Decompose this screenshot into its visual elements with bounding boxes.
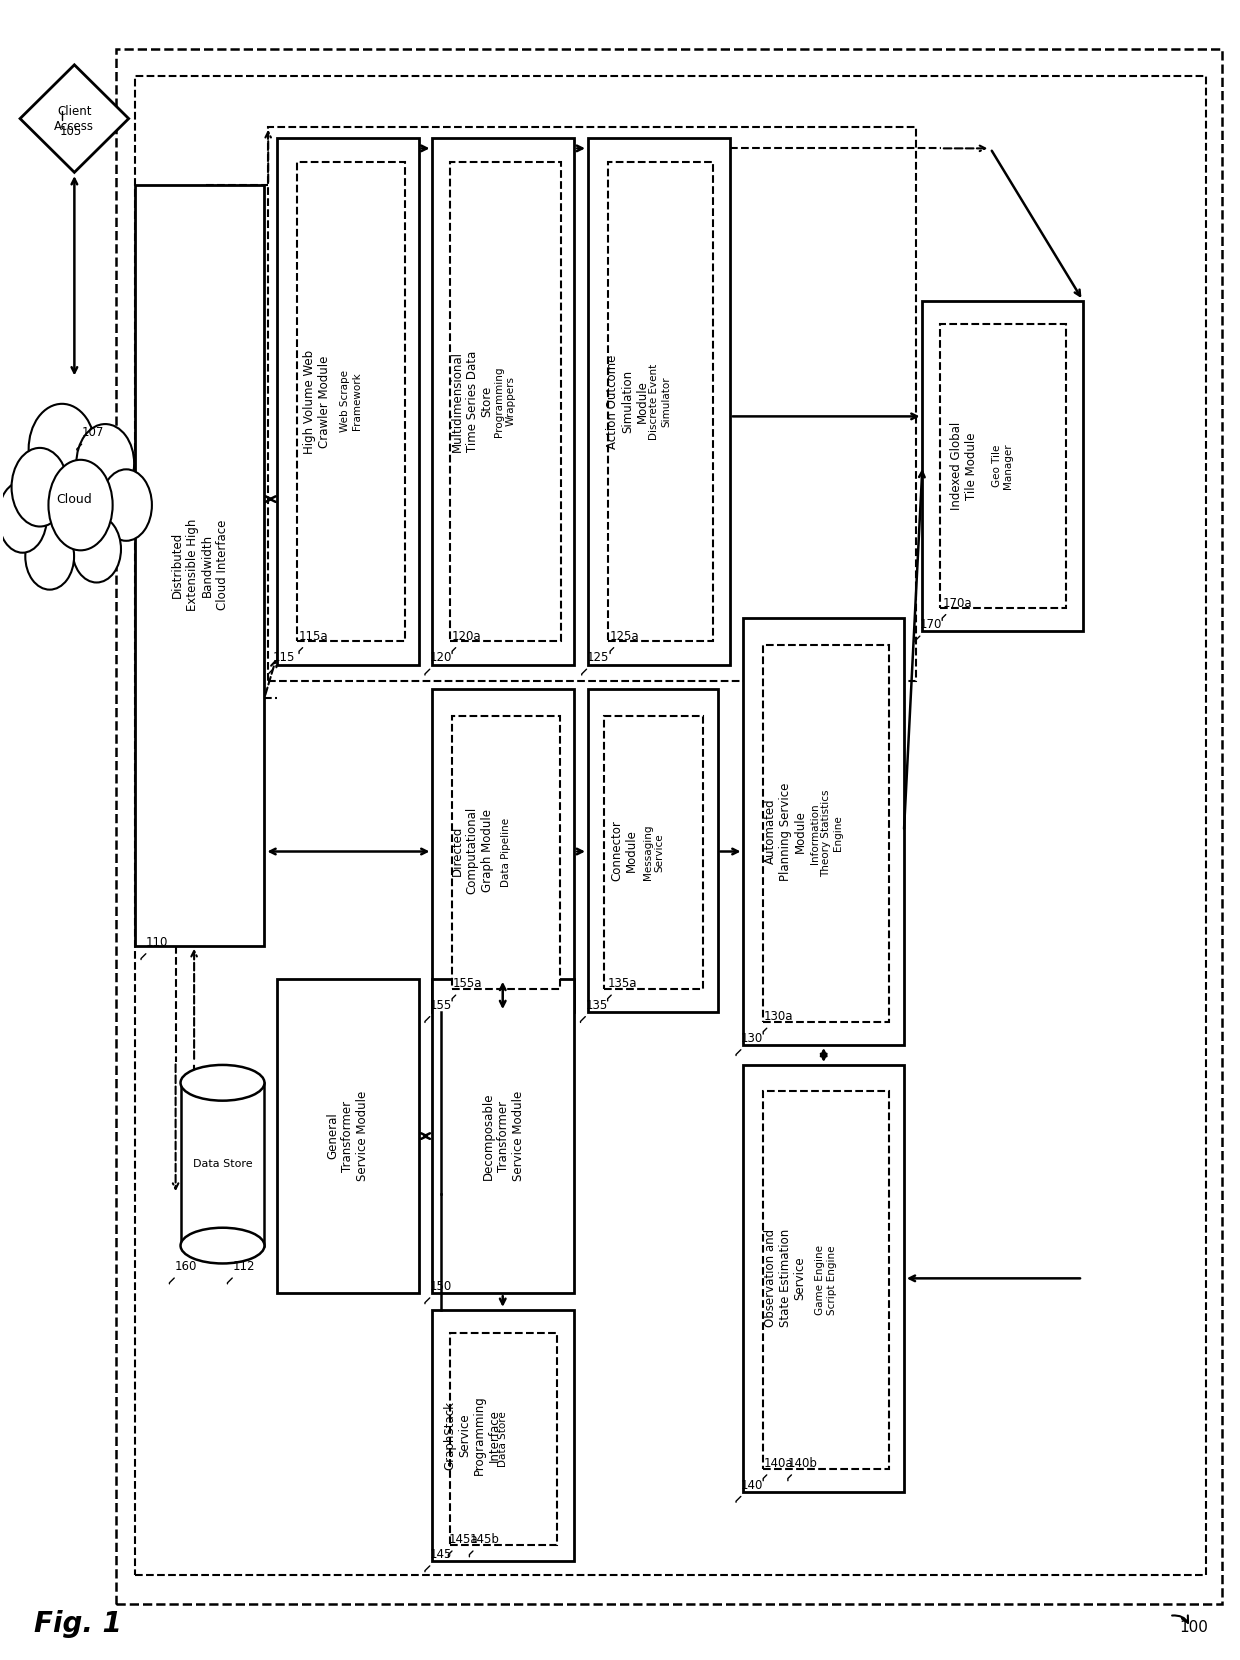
- Text: Client
Access: Client Access: [55, 105, 94, 133]
- Text: 107: 107: [77, 427, 104, 450]
- Bar: [117, 50, 1223, 1604]
- Bar: [604, 715, 703, 989]
- Text: 145b: 145b: [469, 1534, 500, 1557]
- Text: Messaging
Service: Messaging Service: [642, 825, 665, 880]
- Text: 125: 125: [582, 651, 609, 676]
- Text: 140a: 140a: [763, 1457, 792, 1481]
- Ellipse shape: [48, 460, 113, 551]
- Bar: [744, 1066, 904, 1492]
- Bar: [763, 644, 889, 1023]
- Bar: [181, 1082, 264, 1245]
- Text: Distributed
Extensible High
Bandwidth
Cloud Interface: Distributed Extensible High Bandwidth Cl…: [171, 520, 228, 611]
- Text: Data Store: Data Store: [192, 1159, 252, 1169]
- Text: Geo Tile
Manager: Geo Tile Manager: [992, 443, 1013, 488]
- Text: Observation and
State Estimation
Service: Observation and State Estimation Service: [764, 1228, 807, 1328]
- Polygon shape: [20, 65, 129, 173]
- Text: 130: 130: [737, 1033, 763, 1056]
- Text: 170a: 170a: [942, 598, 972, 621]
- Text: 150: 150: [425, 1280, 453, 1303]
- Bar: [268, 126, 916, 681]
- Text: 160: 160: [170, 1260, 197, 1283]
- Text: Indexed Global
Tile Module: Indexed Global Tile Module: [950, 422, 978, 510]
- Text: 120a: 120a: [453, 629, 482, 654]
- Text: 135: 135: [580, 999, 608, 1023]
- Bar: [135, 184, 264, 946]
- Ellipse shape: [77, 423, 134, 503]
- Text: Action Outcome
Simulation
Module: Action Outcome Simulation Module: [606, 354, 650, 448]
- Text: General
Transformer
Service Module: General Transformer Service Module: [326, 1091, 370, 1182]
- Text: Data Pipeline: Data Pipeline: [501, 818, 511, 886]
- Text: GraphStack
Service
Programming
Interface: GraphStack Service Programming Interface: [443, 1396, 501, 1476]
- Text: Decomposable
Transformer
Service Module: Decomposable Transformer Service Module: [482, 1091, 525, 1182]
- Text: Multidimensional
Time Series Data
Store: Multidimensional Time Series Data Store: [450, 350, 494, 452]
- Bar: [453, 715, 559, 989]
- Bar: [588, 689, 718, 1013]
- Bar: [744, 618, 904, 1046]
- Text: 155: 155: [425, 999, 453, 1023]
- Bar: [450, 1333, 557, 1545]
- Bar: [923, 300, 1083, 631]
- Bar: [277, 138, 419, 664]
- Ellipse shape: [100, 470, 151, 541]
- Text: 112: 112: [227, 1260, 254, 1283]
- Text: 110: 110: [141, 936, 169, 959]
- Bar: [763, 1091, 889, 1469]
- Bar: [588, 138, 730, 664]
- Bar: [135, 76, 1207, 1574]
- Text: 170: 170: [915, 618, 942, 642]
- Bar: [433, 138, 574, 664]
- Ellipse shape: [29, 403, 95, 495]
- Ellipse shape: [181, 1228, 264, 1263]
- Bar: [277, 979, 419, 1293]
- Text: 140: 140: [737, 1479, 764, 1502]
- Ellipse shape: [11, 448, 68, 526]
- Text: Discrete Event
Simulator: Discrete Event Simulator: [650, 364, 671, 440]
- Bar: [433, 979, 574, 1293]
- Text: Connector
Module: Connector Module: [610, 820, 639, 881]
- Text: 100: 100: [1179, 1620, 1209, 1635]
- Bar: [608, 161, 713, 641]
- Text: 145a: 145a: [449, 1534, 479, 1557]
- Text: 125a: 125a: [610, 629, 640, 654]
- Text: High Volume Web
Crawler Module: High Volume Web Crawler Module: [303, 350, 331, 453]
- Ellipse shape: [181, 1066, 264, 1101]
- Bar: [433, 1310, 574, 1562]
- Ellipse shape: [25, 523, 74, 589]
- Ellipse shape: [72, 516, 122, 583]
- Ellipse shape: [0, 481, 47, 553]
- Text: 105: 105: [60, 111, 82, 138]
- Text: Automated
Planning Service
Module: Automated Planning Service Module: [764, 782, 807, 881]
- Text: Web Scrape
Framework: Web Scrape Framework: [340, 370, 362, 433]
- Text: Fig. 1: Fig. 1: [33, 1610, 122, 1638]
- Bar: [940, 324, 1065, 608]
- Bar: [450, 161, 560, 641]
- Text: 120: 120: [425, 651, 453, 676]
- Bar: [296, 161, 405, 641]
- Text: 115: 115: [268, 651, 295, 676]
- Text: Game Engine
Script Engine: Game Engine Script Engine: [816, 1245, 837, 1315]
- Text: Programming
Wrappers: Programming Wrappers: [495, 367, 516, 437]
- Text: Data Store: Data Store: [498, 1411, 508, 1467]
- Text: Cloud: Cloud: [57, 493, 92, 506]
- Text: 145: 145: [425, 1549, 453, 1572]
- Text: 155a: 155a: [453, 978, 481, 1001]
- Text: 130a: 130a: [763, 1011, 792, 1034]
- Text: Directed
Computational
Graph Module: Directed Computational Graph Module: [450, 807, 494, 895]
- Ellipse shape: [181, 1066, 264, 1101]
- FancyArrowPatch shape: [1172, 1615, 1188, 1623]
- Text: 135a: 135a: [608, 978, 637, 1001]
- Bar: [433, 689, 574, 1013]
- Text: 115a: 115a: [299, 629, 329, 654]
- Text: Information
Theory Statistics
Engine: Information Theory Statistics Engine: [810, 790, 843, 876]
- Text: 140b: 140b: [787, 1457, 817, 1481]
